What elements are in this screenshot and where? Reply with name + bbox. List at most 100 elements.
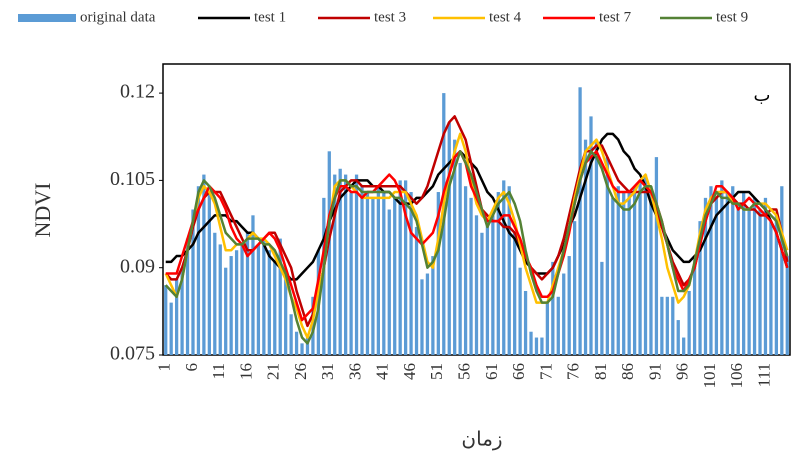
bar	[278, 238, 282, 355]
x-tick-label: 86	[618, 363, 637, 380]
bar	[725, 192, 729, 355]
bar	[431, 256, 435, 355]
bar	[447, 122, 451, 355]
bar	[289, 314, 293, 355]
line	[165, 132, 789, 281]
x-tick-label: 21	[264, 363, 283, 380]
bar	[218, 244, 222, 355]
x-tick-label: 66	[509, 363, 528, 380]
bar	[273, 261, 277, 355]
y-tick-label: 0.105	[110, 168, 155, 190]
bar	[174, 279, 179, 355]
bar	[344, 174, 348, 355]
bar	[763, 197, 768, 355]
bar	[409, 192, 413, 355]
x-tick-label: 11	[209, 363, 228, 379]
bar	[305, 337, 310, 355]
bar	[453, 139, 457, 355]
x-tick-label: 46	[400, 363, 419, 380]
bar	[365, 192, 370, 355]
x-tick-label: 51	[427, 363, 446, 380]
bar	[654, 157, 659, 355]
bar	[589, 116, 593, 355]
legend-label: test 7	[599, 9, 632, 25]
bar	[551, 261, 555, 355]
y-tick-label: 0.09	[120, 255, 155, 277]
bar	[196, 186, 201, 355]
x-tick-label: 36	[345, 363, 364, 380]
bar	[245, 232, 250, 355]
x-tick-label: 106	[727, 363, 746, 389]
bar	[638, 180, 642, 355]
bar	[567, 256, 571, 355]
bar	[769, 221, 773, 355]
bar	[240, 244, 244, 355]
bar	[327, 151, 331, 355]
bar	[687, 290, 691, 355]
bar	[496, 192, 500, 355]
bar	[420, 279, 424, 355]
bar	[502, 180, 506, 355]
bar	[682, 337, 686, 355]
bar	[185, 238, 190, 355]
bar	[714, 197, 719, 355]
bar	[507, 186, 511, 355]
bar	[611, 197, 615, 355]
bar	[224, 267, 228, 355]
bar	[720, 180, 724, 355]
x-tick-label: 6	[182, 363, 201, 372]
x-tick-label: 96	[673, 363, 692, 380]
x-tick-label: 111	[754, 363, 773, 387]
bar	[485, 221, 490, 355]
x-tick-label: 76	[564, 363, 583, 380]
bar	[780, 186, 784, 355]
bar	[513, 232, 517, 355]
bar	[665, 296, 669, 355]
bar	[474, 215, 479, 355]
y-axis-title: NDVI	[30, 183, 55, 238]
bar	[605, 157, 609, 355]
bar	[202, 174, 206, 355]
bar	[752, 197, 757, 355]
bar	[387, 209, 391, 355]
bar	[676, 320, 680, 355]
bar	[463, 186, 468, 355]
bar	[403, 180, 408, 355]
bar	[425, 273, 430, 355]
bar	[294, 331, 299, 355]
bar	[436, 192, 440, 355]
x-tick-label: 71	[536, 363, 555, 380]
legend-label: test 3	[374, 9, 406, 25]
bar	[632, 186, 637, 355]
x-tick-label: 41	[373, 363, 392, 380]
bar	[333, 174, 337, 355]
bar	[234, 250, 239, 355]
bar	[213, 232, 217, 355]
legend-label: test 1	[254, 9, 286, 25]
bar	[180, 267, 184, 355]
bar	[622, 192, 626, 355]
bar	[360, 186, 364, 355]
x-tick-label: 26	[291, 363, 310, 380]
bar	[480, 232, 484, 355]
x-tick-label: 91	[645, 363, 664, 380]
bar	[267, 250, 271, 355]
bar	[594, 139, 599, 355]
x-tick-label: 81	[591, 363, 610, 380]
bar	[747, 209, 751, 355]
bar	[256, 244, 261, 355]
bar	[376, 186, 380, 355]
bar	[703, 197, 708, 355]
annotation: ب	[754, 85, 771, 106]
bar	[354, 174, 359, 355]
bar	[709, 186, 713, 355]
bar	[556, 296, 560, 355]
bar	[338, 168, 342, 355]
bar	[469, 197, 473, 355]
bar	[671, 296, 675, 355]
bar	[529, 331, 533, 355]
bar	[698, 221, 702, 355]
x-tick-label: 31	[318, 363, 337, 380]
x-tick-label: 1	[155, 363, 174, 372]
bar	[774, 215, 779, 355]
